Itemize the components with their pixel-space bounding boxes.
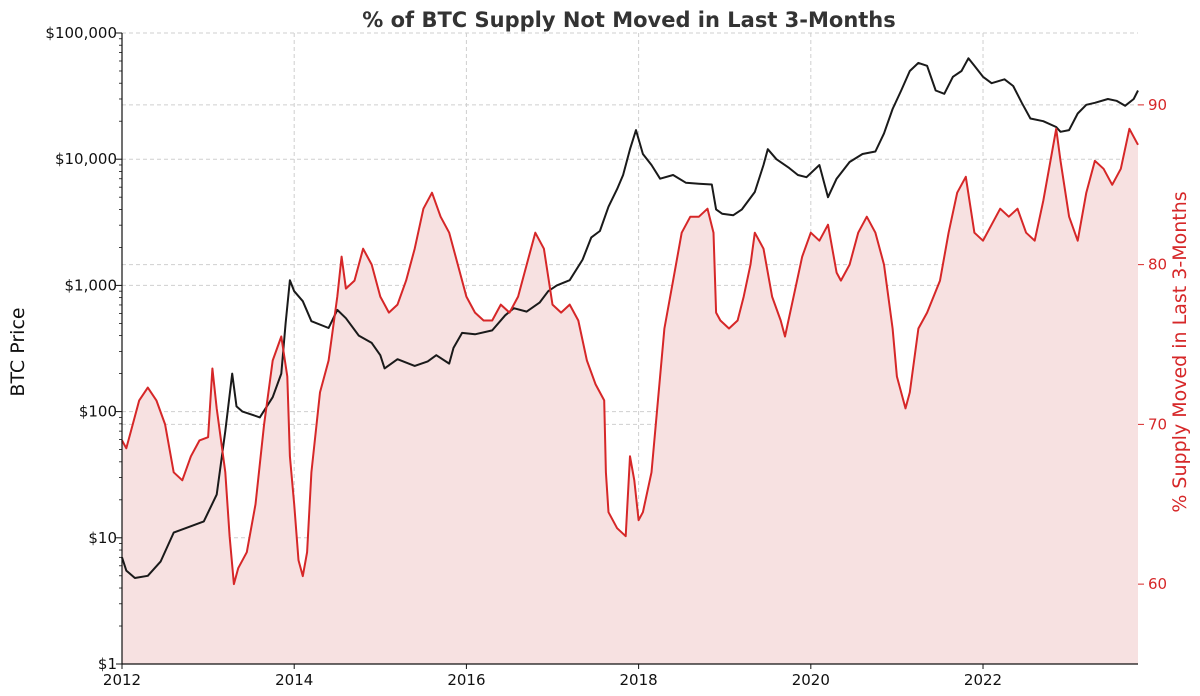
- y-tick-label-left: $10,000: [55, 150, 117, 168]
- y-tick-label-left: $1: [98, 655, 117, 673]
- y-axis-label-left: BTC Price: [7, 307, 29, 396]
- y-tick-label-left: $100: [79, 403, 117, 421]
- y-axis-label-right: % Supply Moved in Last 3-Months: [1169, 191, 1191, 512]
- supply-area-fill: [122, 128, 1138, 665]
- btc-price-line: [121, 57, 1139, 579]
- x-tick-label: 2016: [447, 671, 485, 689]
- y-tick-label-left: $1,000: [65, 276, 118, 294]
- axes: [116, 32, 1144, 669]
- x-tick-label: 2014: [275, 671, 313, 689]
- y-tick-label-right: 70: [1148, 415, 1167, 433]
- tick-labels: 2012 2014 2016 2018 2020 2022 $1 $10 $100 $1,000 $…: [45, 24, 1167, 689]
- y-tick-label-right: 60: [1148, 575, 1167, 593]
- chart-title: % of BTC Supply Not Moved in Last 3-Mont…: [362, 8, 896, 32]
- y-tick-label-left: $100,000: [45, 24, 117, 42]
- y-tick-label-right: 80: [1148, 256, 1167, 274]
- x-tick-label: 2022: [964, 671, 1002, 689]
- y-tick-label-left: $10: [88, 529, 117, 547]
- y-tick-label-right: 90: [1148, 96, 1167, 114]
- supply-percent-line: [121, 127, 1139, 586]
- x-tick-label: 2020: [792, 671, 830, 689]
- x-tick-label: 2018: [620, 671, 658, 689]
- x-tick-label: 2012: [103, 671, 141, 689]
